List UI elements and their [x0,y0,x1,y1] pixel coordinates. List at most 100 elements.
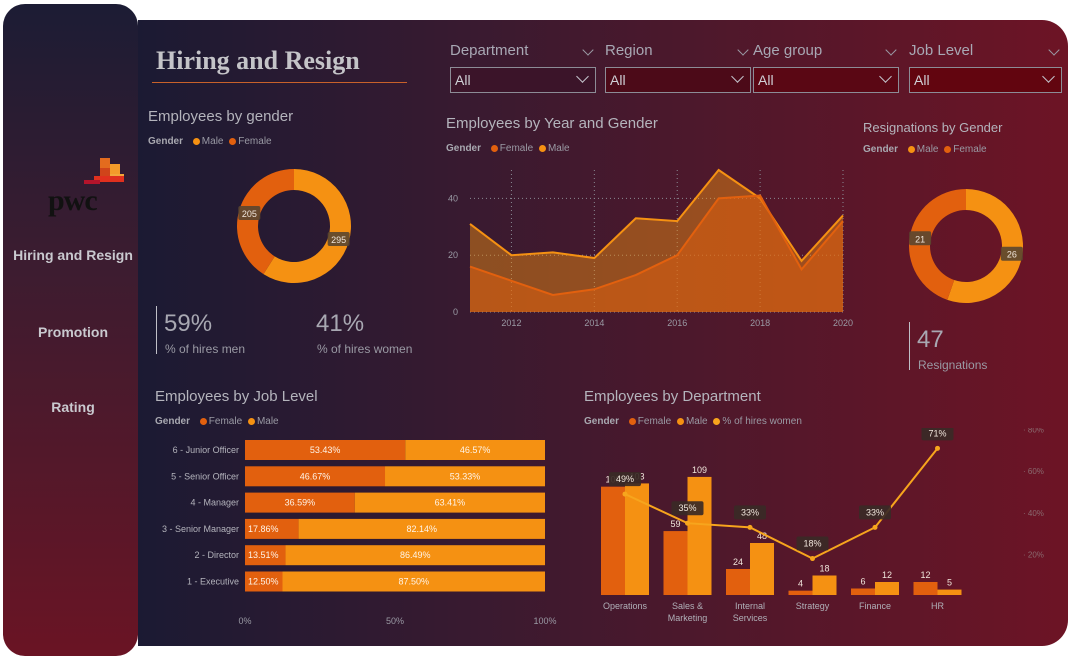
page-title: Hiring and Resign [156,46,360,75]
data-label: 33% [866,507,884,517]
bar-female [913,582,938,595]
category-label: HR [931,601,944,611]
category-label: 6 - Junior Officer [173,445,239,455]
kpi-divider [156,306,157,354]
data-label: 5 [947,578,952,588]
data-label: 109 [692,465,707,475]
legend-dot-female [628,417,636,425]
x-tick-label: 2014 [584,318,604,328]
data-label: 6 [860,577,865,587]
y-tick-label: 40 [448,193,458,203]
dept-card-legend: Gender Female Male % of hires women [584,416,802,427]
bar-female [601,486,625,595]
bar-male [750,543,774,595]
category-label-line: Internal [735,601,765,611]
category-label-line: Finance [859,601,891,611]
legend-label[interactable]: Female [208,416,243,427]
legend-title: Gender [863,144,899,155]
legend-label[interactable]: Male [916,144,939,155]
resign-card-title: Resignations by Gender [863,120,1003,135]
data-label-bg [734,505,766,520]
legend-title: Gender [446,143,482,154]
resign-card-legend: Gender Male Female [863,144,987,155]
gender-card-title: Employees by gender [148,108,294,125]
category-label: Operations [603,601,648,611]
legend-dot-female [199,417,207,425]
data-label: 36.59% [285,498,316,508]
y-tick-label-right: · 20% [1023,550,1044,559]
y-tick-label: 20 [448,250,458,260]
line-point [622,491,628,497]
data-label: 53.33% [450,471,481,481]
bar-male [385,466,545,487]
resign-donut-chart[interactable]: 26 21 [896,176,1036,316]
legend-label[interactable]: Female [637,416,672,427]
year-card-legend: Gender Female Male [446,143,570,154]
data-label: 13.51% [248,550,279,560]
bar-female [245,571,283,592]
bar-female [245,440,406,460]
filter-job-level: Job Level All [909,42,1062,93]
filter-region-value: All [610,72,626,88]
year-card-title: Employees by Year and Gender [446,115,658,132]
category-label-line: Sales & [672,601,703,611]
filter-job-level-dropdown[interactable]: All [909,67,1062,93]
x-tick-label: 100% [533,616,556,626]
gender-donut-chart[interactable]: 295 205 [224,156,364,296]
legend-label[interactable]: Male [256,416,279,427]
chevron-down-icon [731,70,744,83]
line-point [685,520,690,526]
donut-slice-male [263,169,351,283]
pwc-logo-mark [84,158,124,184]
filter-age-group-label: Age group [753,42,823,59]
legend-label[interactable]: Male [547,143,570,154]
y-tick-label-right: · 80% [1023,428,1044,435]
area-female [470,195,843,312]
chevron-down-icon [879,70,892,83]
donut-slice-male [947,189,1023,303]
nav-rating[interactable]: Rating [51,399,95,415]
kpi-men-label: % of hires men [165,342,246,356]
filter-region-dropdown[interactable]: All [605,67,751,93]
filter-age-group: Age group All [753,42,899,93]
legend-label[interactable]: Female [953,144,987,155]
nav-promotion[interactable]: Promotion [38,324,108,340]
data-label: 49% [616,474,634,484]
level-bar-chart[interactable]: 6 - Junior Officer 53.43% 46.57% 5 - Senior… [143,436,563,636]
data-label: 86.49% [400,550,431,560]
data-label-bg [1000,246,1023,261]
dept-combo-chart[interactable]: · 80%· 60%· 40%· 20%100103Operations5910… [593,428,1053,628]
chevron-down-icon [1042,70,1055,83]
legend-dot-female [944,145,952,153]
category-label-line: Marketing [668,613,708,623]
bar-male [875,582,899,595]
legend-label[interactable]: Male [685,416,708,427]
legend-label[interactable]: Female [238,136,272,147]
data-label: 24 [733,557,743,567]
data-label: 12.50% [248,577,279,587]
bar-female [788,590,813,595]
category-label: 5 - Senior Officer [171,471,239,481]
filter-region-label: Region [605,42,653,59]
legend-label[interactable]: Female [499,143,534,154]
line-point [747,524,753,530]
x-tick-label: 2020 [833,318,853,328]
category-label-line: Strategy [796,601,830,611]
kpi-resignations-label: Resignations [918,358,988,372]
dashboard-canvas: Hiring and Resign Department All Region … [138,20,1068,646]
legend-dot-male [907,145,915,153]
kpi-women-value: 41% [316,310,365,337]
x-tick-label: 2018 [750,318,770,328]
legend-label[interactable]: Male [201,136,224,147]
legend-dot-male [247,417,255,425]
filter-age-group-value: All [758,72,774,88]
data-label: 18 [819,564,829,574]
nav-hiring-and-resign[interactable]: Hiring and Resign [13,247,133,263]
x-tick-label: 0% [238,616,251,626]
bar-male [812,575,837,595]
chevron-down-icon [576,70,589,83]
legend-label[interactable]: % of hires women [722,416,802,427]
year-area-chart[interactable]: 0 20 40 2012 2014 2016 2018 2020 [438,160,858,340]
filter-department-dropdown[interactable]: All [450,67,596,93]
filter-age-group-dropdown[interactable]: All [753,67,899,93]
